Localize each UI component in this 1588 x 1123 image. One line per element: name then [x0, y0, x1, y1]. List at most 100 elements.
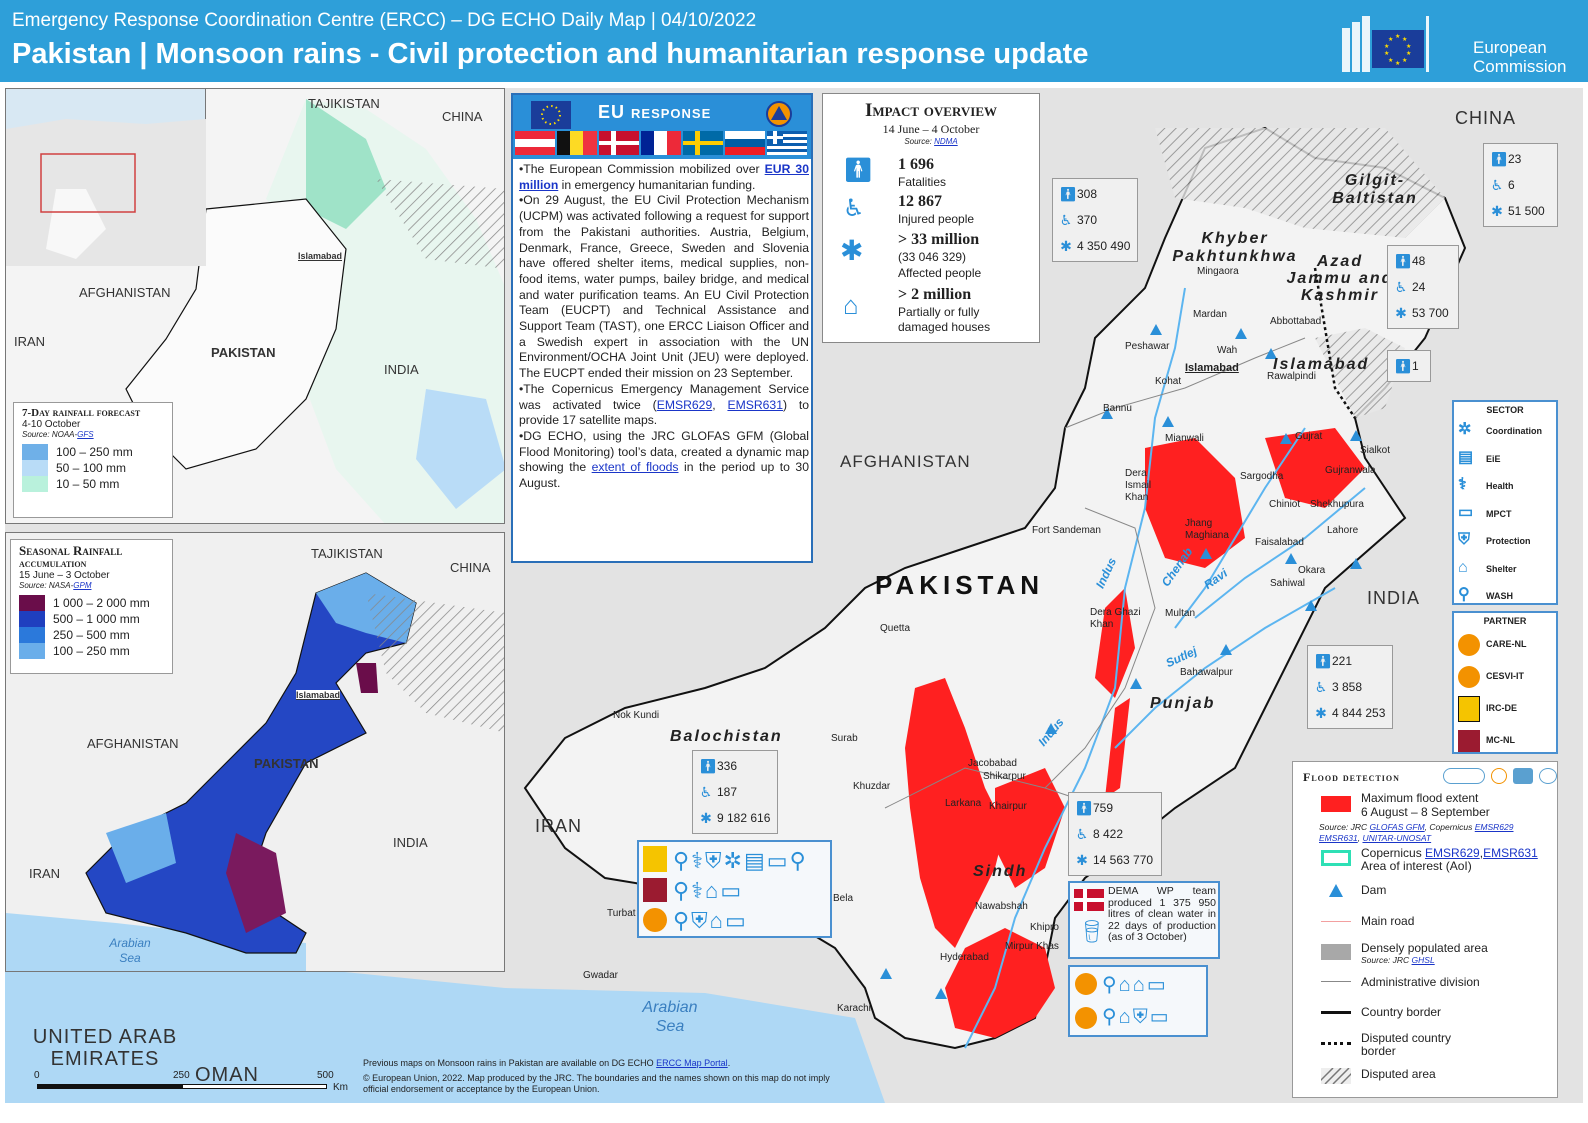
- partner-label: MC-NL: [1486, 735, 1515, 745]
- city-label: Khairpur: [989, 801, 1027, 812]
- impact-injured-label: Injured people: [898, 212, 975, 226]
- flood-extent-link[interactable]: extent of floods: [591, 460, 679, 475]
- emsr631-link[interactable]: EMSR631: [727, 397, 783, 412]
- label-iran: IRAN: [14, 334, 46, 349]
- legend-label: 500 – 1 000 mm: [53, 612, 140, 626]
- ec-building-icon: ★ ★★★★★★★★★: [1342, 16, 1429, 72]
- legend-label: 1 000 – 2 000 mm: [53, 596, 150, 610]
- dam-marker: [935, 988, 947, 999]
- label-afghanistan: AFGHANISTAN: [840, 452, 971, 471]
- arabian-sea: [5, 968, 885, 1103]
- label-afghanistan: AFGHANISTAN: [87, 736, 179, 751]
- sector-label: MPCT: [1486, 508, 1512, 519]
- sector-label: Coordination: [1486, 426, 1542, 436]
- label-china: CHINA: [442, 109, 483, 124]
- partner-legend: PARTNER CARE-NL CESVI-IT IRC-DE MC-NL: [1452, 611, 1558, 754]
- city-label: Surab: [831, 733, 858, 744]
- greece-flag-icon: [767, 131, 807, 155]
- ndma-link[interactable]: NDMA: [934, 137, 958, 146]
- stats-punjab: 🚹︎ 221 ♿︎ 3 858 ✱ 4 844 253: [1307, 645, 1393, 729]
- label-tajikistan: TAJIKISTAN: [311, 546, 383, 561]
- impact-injured-value: 12 867: [898, 193, 942, 210]
- city-label: Khipro: [1030, 922, 1059, 933]
- wash-icon: ⚲: [1458, 586, 1470, 603]
- education-icon: ▤: [743, 848, 767, 873]
- aoi-emsr631-link[interactable]: EMSR631: [1483, 846, 1538, 860]
- sector-label: Protection: [1486, 536, 1531, 546]
- city-label: Chiniot: [1269, 499, 1301, 510]
- sindh-sector-box: ⚲⌂⌂▭ ⚲⌂⛨▭: [1068, 965, 1208, 1037]
- stats-gilgit: 🚹︎ 23 ♿︎ 6 ✱ 51 500: [1483, 143, 1558, 227]
- flood-extent-swatch: [1321, 796, 1351, 812]
- stat-deaths: 23: [1508, 152, 1522, 166]
- city-label: Fort Sandeman: [1032, 525, 1101, 536]
- stat-injured: 24: [1412, 280, 1426, 294]
- city-label: Lahore: [1327, 525, 1359, 536]
- label-pakistan: PAKISTAN: [875, 570, 1045, 600]
- sector-health: ⚕ Health: [1458, 472, 1552, 500]
- gpm-link[interactable]: GPM: [73, 581, 92, 590]
- glofas-gfm-link[interactable]: GLOFAS GFM: [1369, 822, 1425, 832]
- aoi-emsr629-link[interactable]: EMSR629: [1425, 846, 1480, 860]
- disputed-area-kashmir: [1315, 328, 1405, 418]
- sector-legend: SECTOR ✲ Coordination ▤ EiE ⚕ Health ▭ MPCT …: [1452, 400, 1558, 605]
- forecast-source-prefix: Source:: [22, 430, 50, 439]
- education-icon: ▤: [1458, 448, 1474, 466]
- city-label: Faisalabad: [1255, 537, 1304, 548]
- ercc-portal-link[interactable]: ERCC Map Portal: [656, 1058, 728, 1068]
- city-label: Shekhupura: [1310, 499, 1364, 510]
- forecast-map: TAJIKISTAN CHINA AFGHANISTAN IRAN PAKIST…: [5, 88, 505, 524]
- flood-extent-text: Maximum flood extent: [1361, 791, 1479, 805]
- seasonal-rainfall-map: TAJIKISTAN CHINA Islamabad AFGHANISTAN P…: [5, 532, 505, 972]
- wash-icon: ⚲: [673, 908, 692, 933]
- dense-area-swatch: [1321, 944, 1351, 960]
- partner-label: CESVI-IT: [1486, 671, 1525, 681]
- city-label: Bannu: [1103, 403, 1132, 414]
- label-pakistan: PAKISTAN: [211, 345, 276, 360]
- svg-text:★: ★: [1395, 60, 1400, 67]
- admin-label: Administrative division: [1361, 975, 1480, 989]
- legend-swatch: [19, 627, 45, 643]
- dam-marker: [1162, 416, 1174, 427]
- partner-label: IRC-DE: [1486, 703, 1517, 713]
- emsr631-link[interactable]: EMSR631: [1319, 833, 1358, 843]
- svg-text:★: ★: [1402, 57, 1407, 64]
- dam-marker: [1350, 430, 1362, 441]
- person-icon: 🚹︎: [1075, 799, 1093, 816]
- emsr629-link[interactable]: EMSR629: [1474, 822, 1514, 832]
- dense-source-pre: Source: JRC: [1361, 955, 1412, 965]
- gfs-link[interactable]: GFS: [77, 430, 94, 439]
- person-icon: 🚹︎: [1394, 357, 1412, 374]
- shelter-icon: ⌂: [1118, 974, 1133, 996]
- city-label: Nok Kundi: [613, 710, 660, 721]
- flood-period-text: 6 August – 8 September: [1361, 805, 1490, 819]
- aoi-pre: Copernicus: [1361, 846, 1426, 860]
- dam-legend-icon: [1329, 884, 1343, 897]
- sector-legend-title: SECTOR: [1486, 405, 1524, 415]
- svg-text:★: ★: [1402, 36, 1407, 43]
- stat-deaths: 336: [717, 759, 738, 773]
- city-label: Gujrat: [1295, 431, 1323, 442]
- eur-30-million-link[interactable]: EUR 30 million: [519, 162, 809, 192]
- partner-cesvi: CESVI-IT: [1458, 660, 1552, 692]
- partner-legend-title: PARTNER: [1483, 616, 1527, 626]
- dam-marker: [1350, 558, 1362, 569]
- legend-swatch: [22, 460, 48, 476]
- stat-deaths: 221: [1332, 654, 1353, 668]
- ghsl-link[interactable]: GHSL: [1411, 955, 1435, 965]
- flood-detection-legend: Flood detection Maximum flood extent 6 Au…: [1292, 761, 1558, 1098]
- emsr629-link[interactable]: EMSR629: [656, 397, 713, 412]
- impact-source-prefix: Source:: [904, 137, 932, 146]
- wash-icon: ⚲: [1102, 974, 1119, 996]
- unitar-unosat-link[interactable]: UNITAR-UNOSAT: [1362, 833, 1432, 843]
- partner-mercy: MC-NL: [1458, 724, 1552, 752]
- scale-label: Km: [333, 1082, 348, 1093]
- eu-text-p1-pre: •The European Commission mobilized over: [519, 162, 765, 176]
- seasonal-source-prefix: Source:: [19, 581, 47, 590]
- injured-icon: ♿︎: [1075, 825, 1089, 842]
- region-gilgit: Gilgit-Baltistan: [1332, 172, 1418, 207]
- flood-legend-title: Flood detection: [1303, 770, 1400, 784]
- seasonal-source-agency: NASA-: [48, 581, 74, 590]
- legend-swatch: [22, 444, 48, 460]
- label-arabian-sea: Arabian Sea: [642, 999, 698, 1035]
